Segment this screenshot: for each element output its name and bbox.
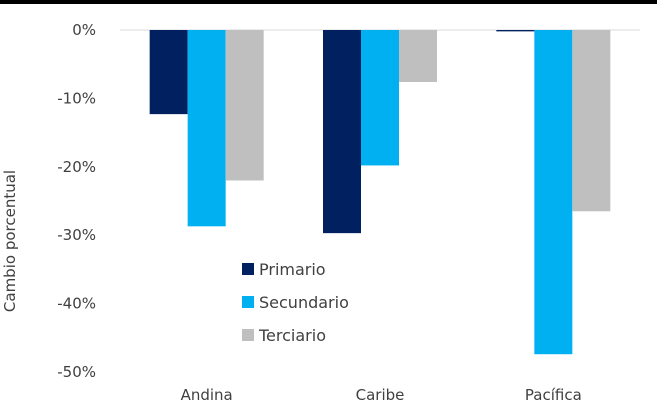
legend-swatch-primario: [242, 263, 254, 275]
y-tick-label: -20%: [57, 158, 96, 176]
legend-label-terciario: Terciario: [258, 326, 326, 345]
legend-swatch-secundario: [242, 296, 254, 308]
bar-secundario-caribe: [361, 30, 399, 166]
x-category-label: Pacífica: [525, 386, 582, 404]
bar-primario-andina: [149, 30, 188, 115]
top-border: [0, 0, 657, 4]
bar-terciario-pacífica: [572, 30, 611, 212]
bar-secundario-andina: [187, 30, 226, 227]
legend-label-primario: Primario: [259, 260, 326, 279]
bar-terciario-andina: [225, 30, 264, 181]
bar-primario-pacífica: [496, 30, 535, 32]
legend-swatch-terciario: [242, 329, 254, 341]
x-category-label: Caribe: [356, 386, 405, 404]
bar-primario-caribe: [323, 30, 361, 234]
legend-label-secundario: Secundario: [259, 293, 349, 312]
bar-terciario-caribe: [399, 30, 437, 82]
y-tick-label: -40%: [57, 295, 96, 313]
y-tick-label: -10%: [57, 89, 96, 107]
x-category-label: Andina: [181, 386, 233, 404]
bar-secundario-pacífica: [534, 30, 573, 355]
y-tick-label: 0%: [72, 21, 96, 39]
y-tick-label: -30%: [57, 226, 96, 244]
y-tick-label: -50%: [57, 363, 96, 381]
y-axis-title: Cambio porcentual: [1, 170, 19, 312]
